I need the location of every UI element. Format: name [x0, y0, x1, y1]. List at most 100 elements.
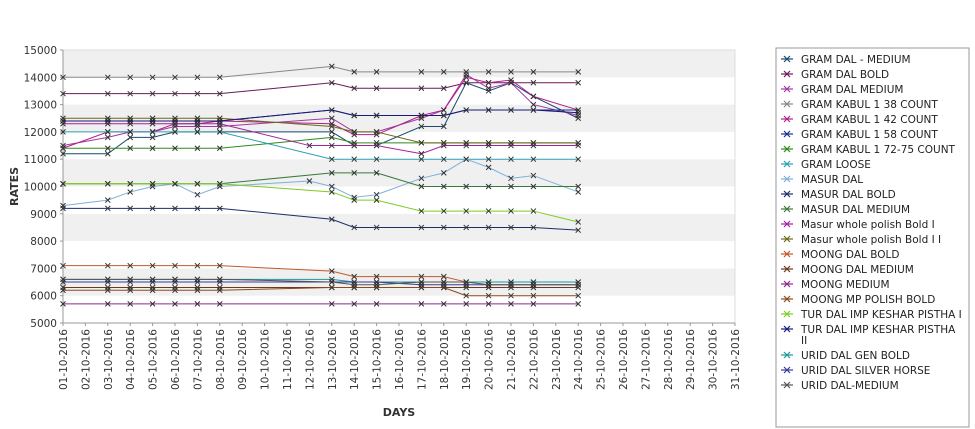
data-point [440, 112, 447, 119]
data-point [104, 129, 111, 135]
legend-marker [783, 145, 791, 153]
data-point [351, 156, 358, 163]
legend-marker [783, 381, 791, 389]
data-point [508, 292, 514, 299]
x-tick-label: 10-10-2016 [260, 329, 272, 390]
x-tick-label: 19-10-2016 [461, 329, 473, 390]
data-point [508, 175, 514, 182]
legend-marker [783, 175, 791, 183]
data-point [463, 208, 470, 214]
data-point [60, 129, 66, 135]
legend-marker [783, 310, 791, 318]
x-tick-label: 31-10-2016 [730, 329, 742, 390]
data-point [463, 139, 470, 146]
data-point [172, 129, 178, 135]
legend-item: TUR DAL IMP KESHAR PISTHA I [781, 309, 962, 321]
x-tick-label: 07-10-2016 [192, 329, 204, 390]
data-point [104, 205, 111, 212]
data-point [508, 77, 514, 83]
data-point [575, 301, 582, 307]
data-point [104, 134, 111, 141]
data-point [60, 90, 66, 97]
x-tick-label: 11-10-2016 [282, 329, 294, 390]
legend-item: GRAM DAL MEDIUM [781, 84, 903, 96]
data-point [530, 208, 537, 214]
legend-marker [783, 115, 791, 123]
data-point [328, 169, 335, 176]
legend-box [775, 47, 970, 428]
x-tick-label: 27-10-2016 [640, 329, 652, 390]
data-point [530, 93, 537, 100]
data-point [216, 145, 223, 152]
data-point [104, 74, 111, 81]
y-tick-label: 6000 [30, 291, 57, 303]
data-point [463, 279, 470, 285]
data-point [418, 150, 425, 157]
data-point [104, 150, 111, 157]
legend-marker [783, 55, 791, 63]
data-point [530, 301, 537, 307]
data-point [328, 189, 335, 195]
data-point [440, 107, 447, 113]
legend-label: MOONG DAL BOLD [801, 249, 899, 261]
data-point [351, 68, 358, 75]
legend-marker [783, 265, 791, 273]
data-point [60, 205, 66, 212]
x-axis: 01-10-2016 02-10-2016 03-10-2016 04-10-2016… [58, 322, 742, 390]
data-point [530, 68, 537, 75]
y-tick-label: 12000 [24, 127, 57, 139]
data-point [328, 107, 335, 113]
data-point [373, 85, 380, 92]
data-point [306, 142, 313, 149]
data-point [508, 68, 514, 75]
legend-label: II [801, 335, 807, 347]
data-point [60, 180, 66, 187]
series-line [63, 123, 579, 155]
data-point [149, 205, 156, 212]
y-tick-label: 7000 [30, 263, 57, 275]
data-point [373, 301, 380, 307]
series-line [62, 158, 579, 207]
legend-item: GRAM DAL BOLD [781, 69, 889, 81]
x-tick-label: 04-10-2016 [125, 329, 137, 390]
data-point [575, 139, 582, 146]
data-point [60, 301, 66, 307]
data-point [104, 145, 111, 152]
data-point [127, 134, 134, 141]
data-point [127, 189, 134, 195]
data-point [194, 287, 201, 294]
data-point [463, 292, 470, 299]
data-point [351, 224, 358, 231]
y-tick-label: 15000 [24, 45, 57, 57]
x-tick-label: 12-10-2016 [304, 329, 316, 390]
data-point [216, 205, 223, 212]
data-point [194, 90, 201, 97]
data-point [328, 134, 335, 141]
legend-label: GRAM DAL - MEDIUM [801, 54, 911, 66]
data-point [216, 301, 223, 307]
data-point [440, 273, 447, 280]
data-point [508, 139, 514, 146]
legend-marker [783, 130, 791, 138]
legend-item: GRAM KABUL 1 42 COUNT [781, 114, 938, 126]
data-point [194, 145, 201, 152]
data-point [328, 268, 335, 274]
series [60, 129, 582, 163]
legend-label: GRAM KABUL 1 38 COUNT [801, 99, 938, 111]
data-point [530, 183, 537, 190]
data-point [127, 118, 134, 124]
legend-label: GRAM KABUL 1 72-75 COUNT [801, 144, 956, 156]
data-point [463, 68, 470, 75]
data-point [149, 74, 156, 81]
data-point [373, 273, 380, 280]
data-point [216, 90, 223, 97]
data-point [194, 129, 201, 135]
data-point [194, 118, 201, 124]
data-point [440, 156, 447, 163]
data-point [194, 74, 201, 81]
x-tick-label: 24-10-2016 [573, 329, 585, 390]
legend-marker [783, 100, 791, 108]
data-point [149, 180, 156, 187]
data-point [485, 164, 492, 171]
